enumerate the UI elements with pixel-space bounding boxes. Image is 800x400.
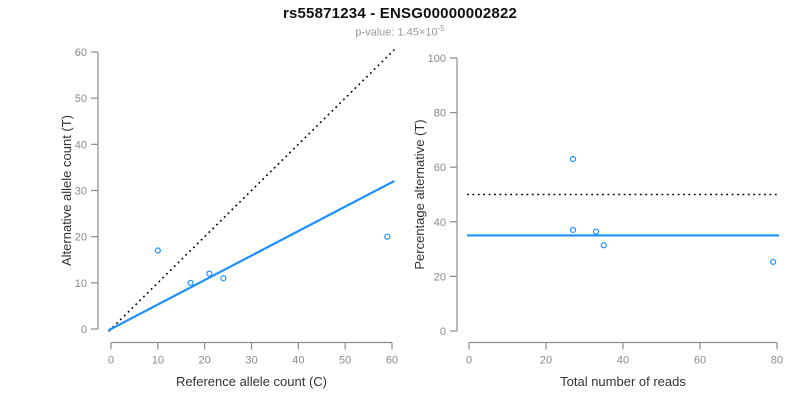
y-tick-label: 100	[428, 53, 446, 65]
x-tick-label: 80	[771, 355, 783, 367]
x-tick-label: 0	[466, 355, 472, 367]
y-tick-label: 30	[75, 186, 87, 198]
x-tick-label: 40	[617, 355, 629, 367]
x-tick-label: 60	[694, 355, 706, 367]
data-point	[592, 228, 600, 235]
y-tick-label: 50	[75, 93, 87, 105]
y-tick-label: 0	[440, 326, 446, 338]
data-point	[187, 279, 194, 286]
x-axis-title: Reference allele count (C)	[176, 374, 327, 389]
y-tick-label: 60	[75, 47, 87, 59]
data-point	[600, 242, 607, 249]
y-axis-title: Percentage alternative (T)	[412, 119, 427, 269]
plot-title: rs55871234 - ENSG00000002822	[282, 5, 518, 22]
data-point	[569, 155, 577, 163]
fit-line	[108, 179, 395, 332]
y-tick-label: 40	[434, 217, 446, 229]
p-value-exponent: -5	[437, 24, 445, 33]
x-tick-label: 50	[339, 355, 351, 367]
y-axis-title: Alternative allele count (T)	[59, 115, 74, 266]
y-tick-label: 20	[434, 271, 446, 283]
x-tick-label: 0	[108, 355, 114, 367]
x-tick-label: 30	[245, 355, 257, 367]
data-point	[206, 270, 213, 277]
y-tick-label: 60	[434, 162, 446, 174]
data-point	[384, 233, 391, 240]
y-tick-label: 10	[75, 278, 87, 290]
y-tick-label: 80	[434, 108, 446, 120]
data-point	[154, 247, 161, 254]
p-value-text: p-value: 1.45×10	[355, 26, 438, 39]
data-point	[569, 226, 577, 234]
y-tick-label: 20	[75, 232, 87, 244]
x-tick-label: 60	[386, 355, 398, 367]
plot-subtitle: p-value: 1.45×10-5	[0, 24, 800, 39]
allele-counts-scatter: 0 10 20 30 40 50 60 0 10 20 30 40 50 60 Reference alle…	[59, 47, 398, 389]
data-point	[220, 275, 227, 282]
x-tick-label: 20	[540, 355, 552, 367]
identity-line	[108, 49, 395, 332]
data-point	[770, 258, 777, 266]
x-axis-title: Total number of reads	[560, 374, 686, 389]
x-tick-label: 10	[152, 355, 164, 367]
y-tick-label: 40	[75, 139, 87, 151]
percentage-alternative-scatter: 0 20 40 60 80 100 0 20 40 60 80 Total number of rea…	[412, 53, 783, 389]
x-tick-label: 40	[292, 355, 304, 367]
y-tick-label: 0	[81, 324, 87, 336]
x-tick-label: 20	[199, 355, 211, 367]
